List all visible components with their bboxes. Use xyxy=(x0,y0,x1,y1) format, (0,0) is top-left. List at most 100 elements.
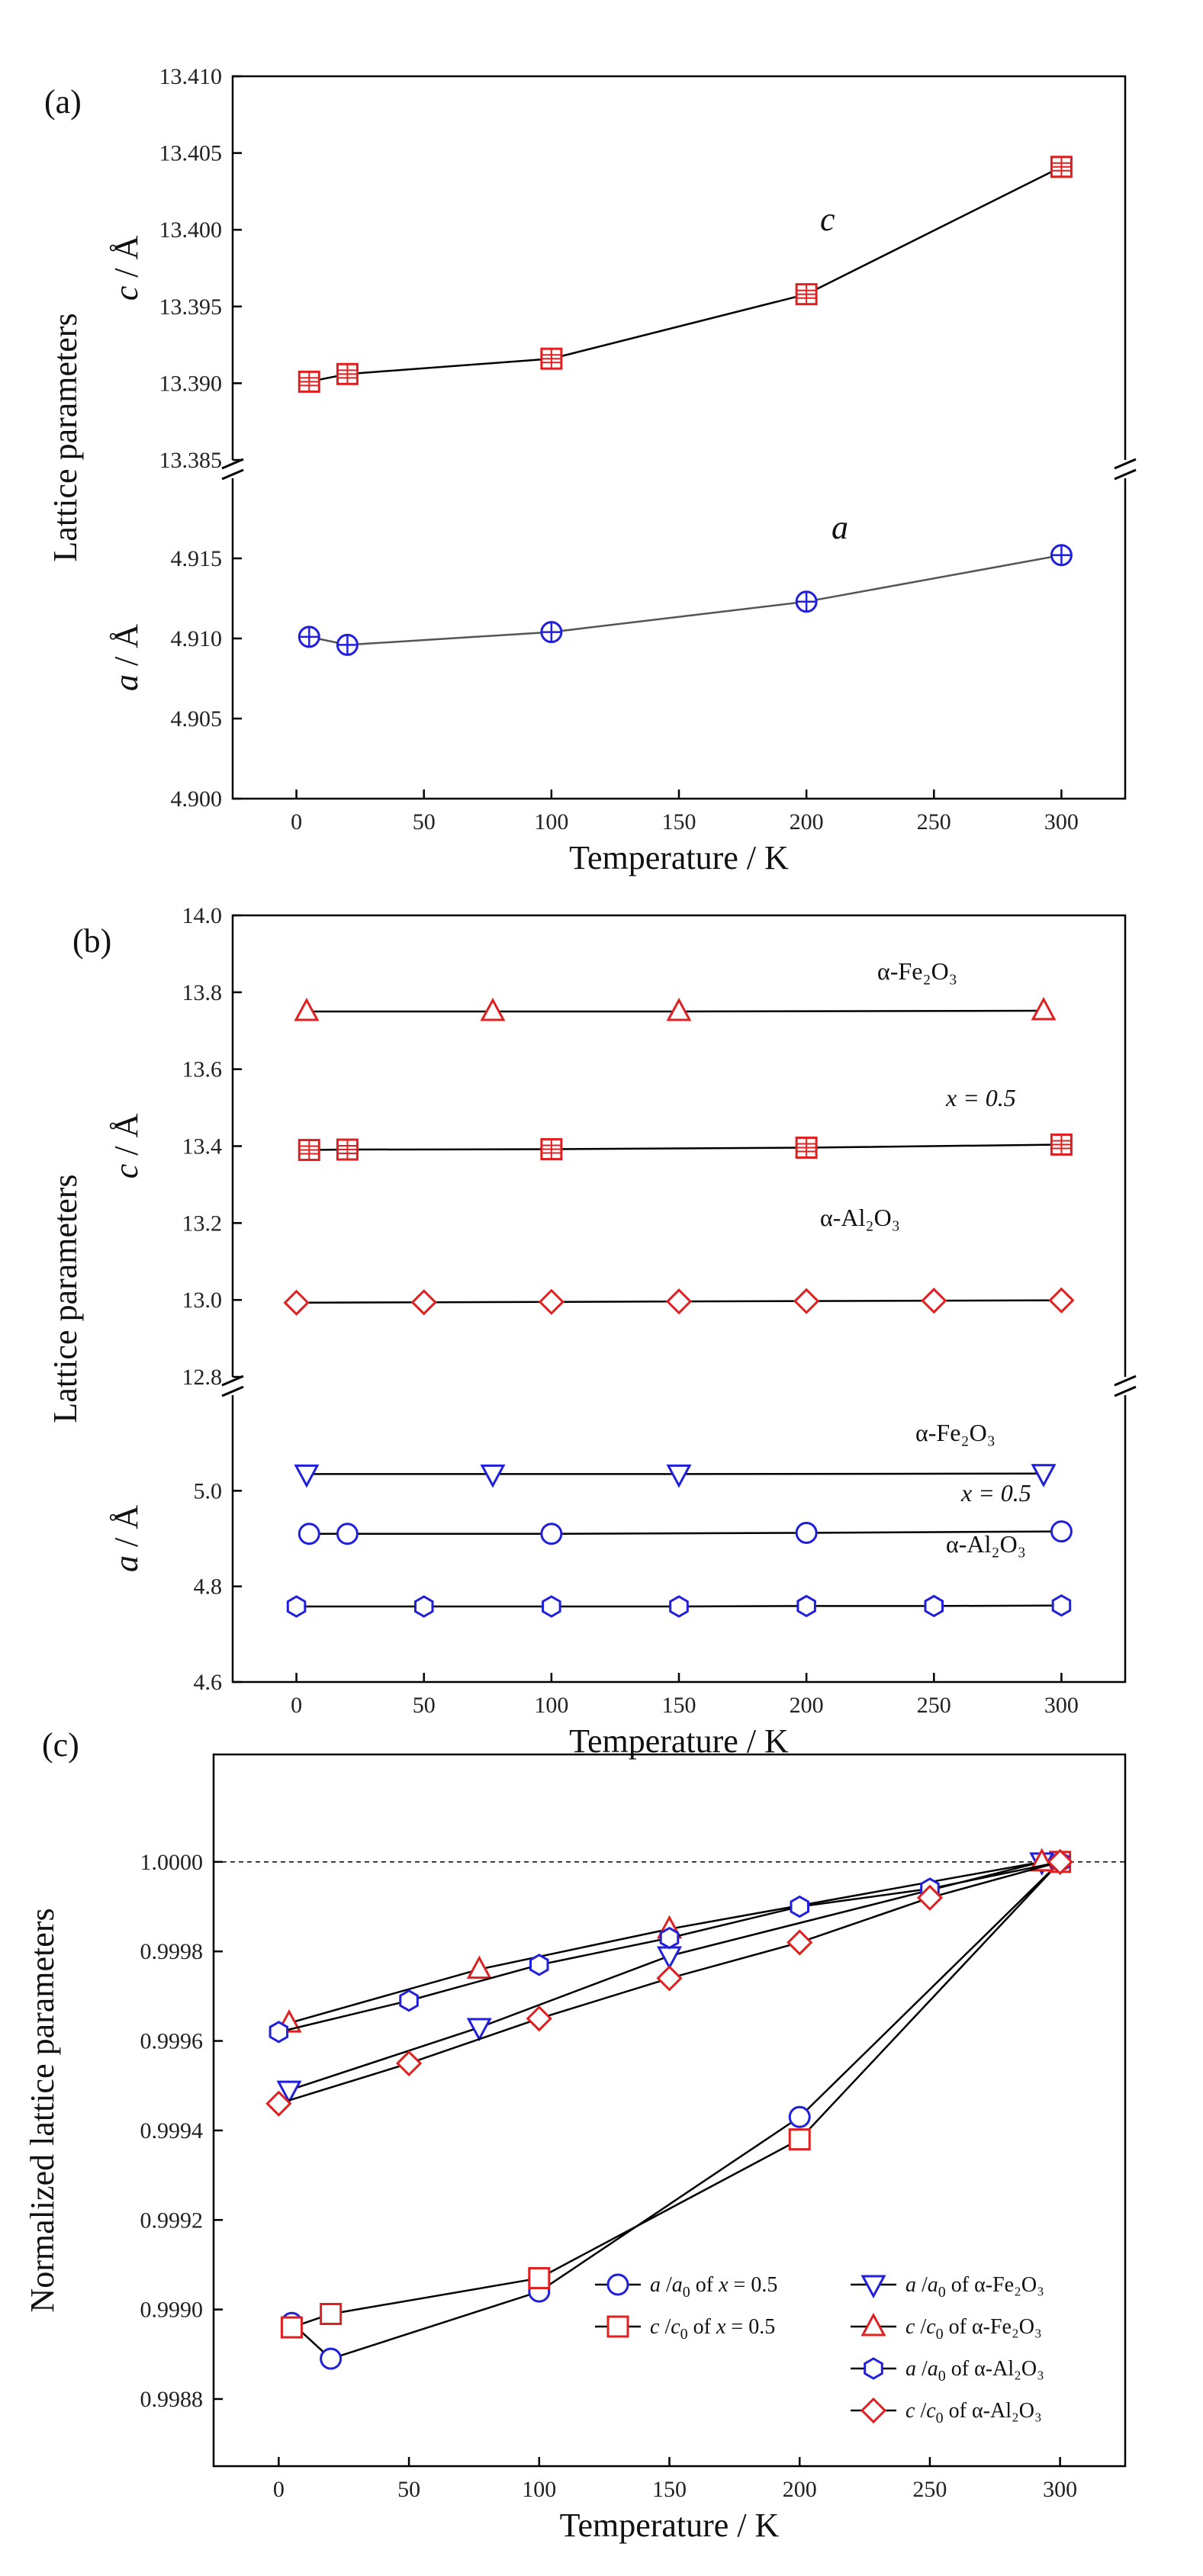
panel-c-point xyxy=(788,2105,811,2128)
a-xtick-label: 200 xyxy=(790,809,824,835)
c-xtick-label: 150 xyxy=(652,2477,687,2502)
panel-b-annot-fe-lower: α-Fe₂O₃ xyxy=(915,1419,996,1446)
panel-a-point xyxy=(336,362,359,385)
legend-entry-part: / xyxy=(915,2315,926,2339)
panel-c-ytick-label: 0.9994 xyxy=(140,2118,204,2143)
panel-c-ytick-label: 0.9990 xyxy=(140,2298,204,2323)
panel-b-point-grid xyxy=(299,1140,320,1160)
panel-b-ytick-label-upper: 13.0 xyxy=(182,1288,223,1313)
a-xtick-label: 100 xyxy=(534,809,568,835)
panel-a-point xyxy=(795,590,818,613)
panel-a-label: (a) xyxy=(44,83,82,121)
panel-a-point xyxy=(1050,544,1073,567)
b-xtick-label: 150 xyxy=(662,1693,696,1718)
legend-marker xyxy=(864,2357,883,2380)
panel-a-point xyxy=(540,347,563,370)
legend-entry-part: = 0.5 xyxy=(725,2315,775,2339)
panel-b-point-grid xyxy=(541,1139,561,1159)
panel-b-ytick-label-upper: 13.4 xyxy=(182,1134,223,1159)
legend-marker xyxy=(606,2315,629,2338)
c-xtick-label: 250 xyxy=(912,2477,947,2502)
panel-a-annot-a: a xyxy=(831,509,848,546)
c-xtick-label: 100 xyxy=(522,2477,556,2502)
panel-a-point-cross xyxy=(299,626,320,647)
panel-c-point xyxy=(1047,1848,1073,1875)
panel-b-break-left xyxy=(221,1375,244,1397)
legend-entry-part: / xyxy=(661,2273,672,2297)
legend-entry: c /c0 of x = 0.5 xyxy=(650,2315,775,2343)
legend-entry-part: / xyxy=(659,2315,671,2339)
panel-c-point xyxy=(466,1955,492,1979)
a-xtick-label: 300 xyxy=(1044,809,1079,835)
panel-b-point xyxy=(336,1138,359,1161)
panel-a-point-cross xyxy=(541,622,561,642)
panel-b-point xyxy=(294,997,320,1021)
panel-b-point xyxy=(795,1137,818,1159)
panel-a-point-grid xyxy=(337,364,358,384)
panel-b-point xyxy=(665,1288,693,1315)
legend-entry-part: of α-Fe₂O₃ xyxy=(946,2273,1044,2297)
panel-b-point xyxy=(1050,1520,1073,1543)
panel-b-point xyxy=(538,1288,565,1315)
legend-entry-part: a xyxy=(905,2273,916,2297)
panel-a-point xyxy=(336,633,359,656)
panel-b-point xyxy=(793,1288,820,1314)
panel-a-point-cross xyxy=(796,591,817,612)
legend-entry-part: x xyxy=(718,2273,729,2297)
panel-a-lower-axis-label-symbol: a xyxy=(108,674,145,691)
panel-a-point-cross xyxy=(1051,545,1072,565)
panel-b-point xyxy=(1048,1287,1075,1314)
panel-c-point xyxy=(526,2005,552,2032)
panel-c-ytick-label: 0.9988 xyxy=(140,2387,204,2412)
panel-a-point-grid xyxy=(299,371,320,392)
panel-b-point xyxy=(540,1523,563,1545)
panel-a-ytick-label-lower: 4.900 xyxy=(171,786,223,812)
c-xtick-label: 200 xyxy=(783,2477,817,2502)
panel-a-ytick-label-upper: 13.400 xyxy=(159,217,223,243)
legend-entry-part: c xyxy=(905,2315,915,2339)
panel-b-point xyxy=(542,1595,561,1618)
legend-entry: a /a0 of α-Fe₂O₃ xyxy=(905,2273,1044,2301)
legend-entry-part: 0 xyxy=(938,2284,946,2301)
panel-b-point xyxy=(298,1523,320,1545)
panel-c-point xyxy=(528,2267,551,2290)
panel-a-break-right-stroke-1 xyxy=(1114,458,1137,470)
b-xtick-label: 50 xyxy=(413,1693,436,1718)
legend-entry-part: a xyxy=(672,2273,683,2297)
panel-a-upper-axis-label: c / Å xyxy=(108,236,145,301)
panel-b-ytick-label-upper: 13.6 xyxy=(182,1057,223,1082)
c-xtick-label: 300 xyxy=(1043,2477,1077,2502)
panel-a-ytick-label-lower: 4.915 xyxy=(171,546,223,571)
panel-a-break-left xyxy=(221,458,244,481)
panel-a-ytick-label-upper: 13.405 xyxy=(159,141,223,166)
panel-b-ytick-label-lower: 5.0 xyxy=(194,1478,223,1503)
panel-b-annot-al-upper: α-Al₂O₃ xyxy=(820,1204,900,1231)
panel-b-point-grid xyxy=(337,1140,358,1160)
panel-c-point xyxy=(276,2080,302,2105)
panel-c-label: (c) xyxy=(42,1726,79,1764)
panel-a-point xyxy=(540,621,563,644)
panel-c-ylabel: Normalized lattice parameters xyxy=(24,1908,61,2312)
panel-a-upper-axis-label-symbol: c xyxy=(108,285,145,301)
legend-entry-part: c xyxy=(926,2399,936,2423)
panel-a-ytick-label-upper: 13.390 xyxy=(159,371,223,396)
panel-a-upper-axis-label-unit: / Å xyxy=(108,236,145,286)
panel-b-ylabel: Lattice parameters xyxy=(47,1174,84,1423)
panel-b-annot-al-lower: α-Al₂O₃ xyxy=(946,1530,1026,1558)
panel-b-point xyxy=(796,1594,816,1618)
panel-b-break-right xyxy=(1114,1375,1137,1397)
legend-entry: c /c0 of α-Fe₂O₃ xyxy=(905,2315,1042,2343)
legend-entry-part: c xyxy=(650,2315,660,2339)
panel-b-point xyxy=(1031,1464,1057,1487)
b-xtick-label: 200 xyxy=(790,1693,824,1718)
panel-b-upper-axis-label-unit: / Å xyxy=(108,1114,145,1164)
panel-b-ytick-label-lower: 4.6 xyxy=(194,1670,223,1695)
legend-entry-part: a xyxy=(905,2357,916,2381)
panel-a-point xyxy=(1050,156,1073,178)
panel-c-point xyxy=(399,1989,419,2012)
legend-entry: a /a0 of α-Al₂O₃ xyxy=(905,2357,1044,2385)
panel-b-point xyxy=(540,1138,563,1161)
a-xtick-label: 250 xyxy=(917,809,951,835)
panel-a-point-grid xyxy=(541,349,561,369)
